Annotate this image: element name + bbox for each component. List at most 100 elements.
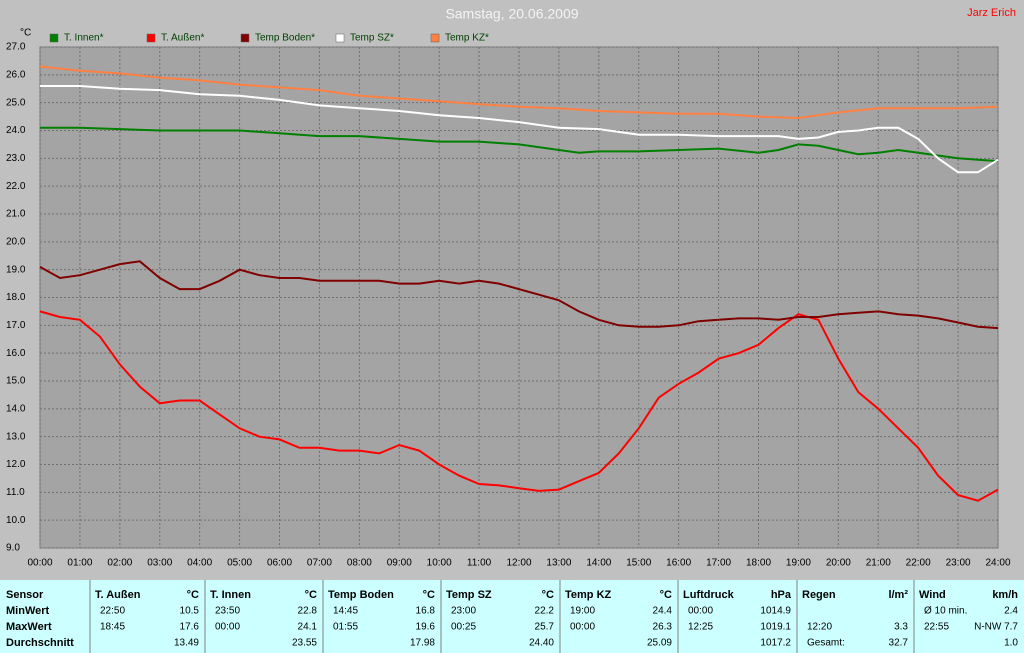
y-tick-label: 16.0 (6, 348, 26, 359)
row-label: Sensor (6, 589, 44, 601)
column-header: Wind (919, 589, 946, 601)
y-tick-label: 12.0 (6, 459, 26, 470)
legend-swatch (430, 33, 440, 43)
legend-label: T. Außen* (161, 33, 204, 44)
x-tick-label: 05:00 (227, 558, 252, 569)
column-header: Temp SZ (446, 589, 492, 601)
cell-value: 24.40 (529, 638, 554, 649)
cell-time: 22:50 (100, 606, 125, 617)
cell-value: 24.1 (298, 622, 318, 633)
cell-value: 2.4 (1004, 606, 1018, 617)
x-tick-label: 17:00 (706, 558, 731, 569)
y-tick-label: 11.0 (6, 487, 25, 498)
legend-label: Temp KZ* (445, 33, 489, 44)
y-tick-label: 23.0 (6, 153, 26, 164)
cell-time: 00:00 (688, 606, 713, 617)
cell-time: 00:00 (215, 622, 240, 633)
row-label: MinWert (6, 605, 50, 617)
column-header: T. Außen (95, 589, 141, 601)
legend-swatch (335, 33, 345, 43)
y-tick-label: 15.0 (6, 376, 26, 387)
y-tick-label: 9.0 (6, 543, 20, 554)
legend-label: T. Innen* (64, 33, 104, 44)
legend-swatch (146, 33, 156, 43)
y-tick-label: 20.0 (6, 236, 26, 247)
row-label: MaxWert (6, 621, 52, 633)
cell-value: N-NW 7.7 (974, 622, 1018, 633)
row-label: Durchschnitt (6, 637, 74, 649)
x-tick-label: 16:00 (666, 558, 691, 569)
y-tick-label: 21.0 (6, 209, 26, 220)
x-tick-label: 07:00 (307, 558, 332, 569)
y-tick-label: 27.0 (6, 42, 26, 53)
legend-swatch (240, 33, 250, 43)
cell-value: 25.7 (535, 622, 555, 633)
x-tick-label: 06:00 (267, 558, 292, 569)
legend-label: Temp Boden* (255, 33, 315, 44)
x-tick-label: 20:00 (826, 558, 851, 569)
x-tick-label: 22:00 (906, 558, 931, 569)
cell-time: 18:45 (100, 622, 125, 633)
y-tick-label: 26.0 (6, 69, 26, 80)
chart-title: Samstag, 20.06.2009 (445, 6, 578, 22)
cell-time: 23:50 (215, 606, 240, 617)
cell-time: Ø 10 min. (924, 606, 967, 617)
column-unit: °C (305, 589, 317, 601)
y-tick-label: 17.0 (6, 320, 26, 331)
x-tick-label: 15:00 (626, 558, 651, 569)
column-unit: °C (660, 589, 672, 601)
x-tick-label: 12:00 (506, 558, 531, 569)
column-header: Temp Boden (328, 589, 394, 601)
cell-value: 17.98 (410, 638, 435, 649)
y-tick-label: 18.0 (6, 292, 26, 303)
cell-time: 01:55 (333, 622, 358, 633)
column-header: Luftdruck (683, 589, 735, 601)
legend-swatch (49, 33, 59, 43)
x-tick-label: 14:00 (586, 558, 611, 569)
legend-label: Temp SZ* (350, 33, 394, 44)
data-line (40, 126, 999, 163)
x-tick-label: 21:00 (866, 558, 891, 569)
cell-value: 24.4 (653, 606, 673, 617)
cell-value: 1.0 (1004, 638, 1018, 649)
x-tick-label: 13:00 (546, 558, 571, 569)
x-tick-label: 04:00 (187, 558, 212, 569)
y-axis-label: °C (20, 28, 31, 39)
y-tick-label: 25.0 (6, 97, 26, 108)
cell-time: 00:25 (451, 622, 476, 633)
y-tick-label: 14.0 (6, 403, 26, 414)
cell-value: 1014.9 (760, 606, 791, 617)
column-unit: °C (423, 589, 435, 601)
x-tick-label: 08:00 (347, 558, 372, 569)
cell-value: 32.7 (889, 638, 909, 649)
cell-value: 10.5 (180, 606, 200, 617)
cell-value: 17.6 (180, 622, 200, 633)
cell-value: 23.55 (292, 638, 317, 649)
x-tick-label: 19:00 (786, 558, 811, 569)
x-tick-label: 23:00 (946, 558, 971, 569)
y-tick-label: 13.0 (6, 431, 26, 442)
column-unit: km/h (992, 589, 1018, 601)
author: Jarz Erich (967, 7, 1016, 19)
cell-value: 26.3 (653, 622, 673, 633)
column-unit: hPa (771, 589, 792, 601)
column-header: Regen (802, 589, 836, 601)
y-tick-label: 19.0 (6, 264, 26, 275)
data-line (40, 85, 999, 174)
cell-time: 22:55 (924, 622, 949, 633)
cell-value: 13.49 (174, 638, 199, 649)
x-tick-label: 02:00 (107, 558, 132, 569)
y-tick-label: 24.0 (6, 125, 26, 136)
cell-time: 19:00 (570, 606, 595, 617)
column-header: Temp KZ (565, 589, 612, 601)
column-header: T. Innen (210, 589, 251, 601)
x-tick-label: 03:00 (147, 558, 172, 569)
data-line (39, 260, 999, 330)
data-line (39, 65, 999, 120)
cell-time: 23:00 (451, 606, 476, 617)
cell-value: 22.2 (535, 606, 555, 617)
x-tick-label: 00:00 (27, 558, 52, 569)
x-tick-label: 11:00 (467, 558, 492, 569)
